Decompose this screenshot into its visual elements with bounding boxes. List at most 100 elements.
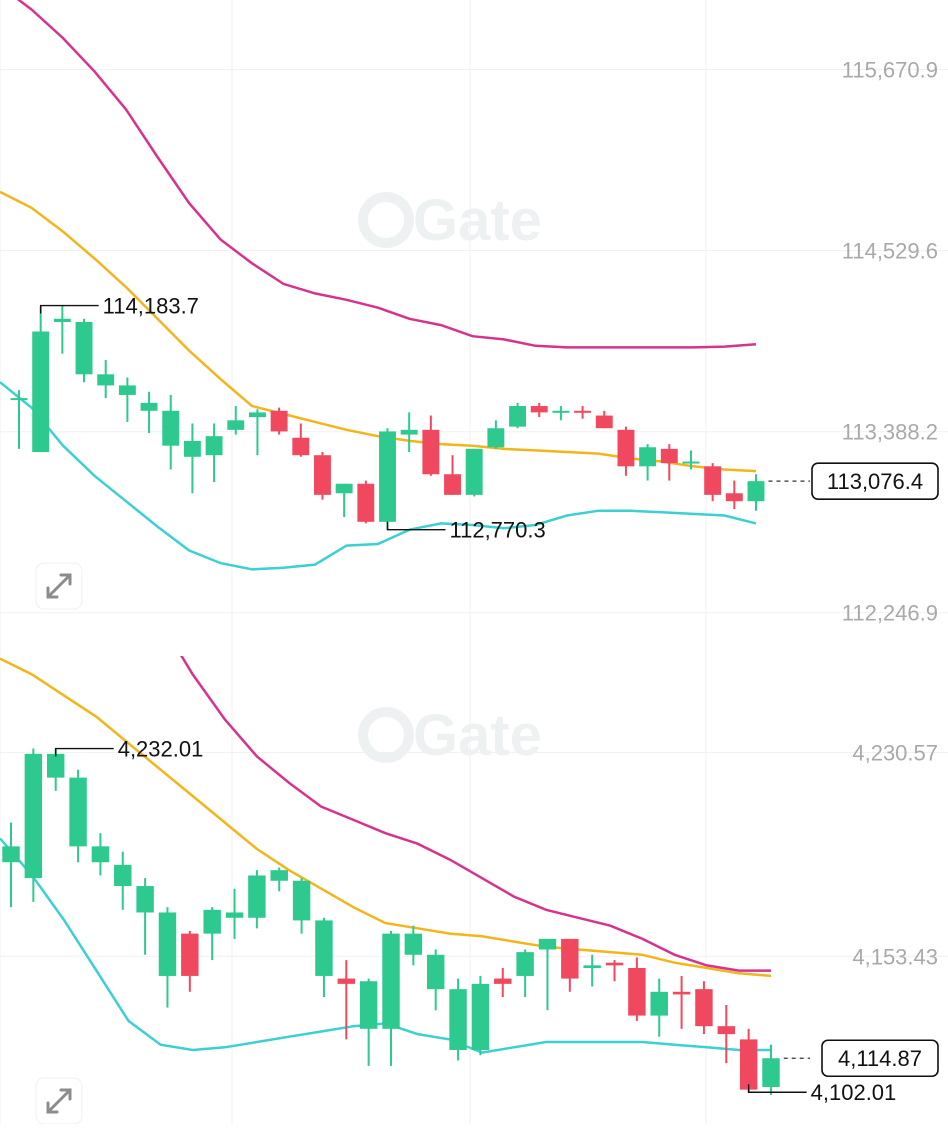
candle-up: [471, 975, 490, 1056]
candle-body: [75, 321, 93, 375]
ui-layer: [35, 562, 83, 1125]
candle-body: [426, 954, 445, 990]
candle-down: [530, 402, 548, 418]
candle-body: [335, 483, 353, 494]
candle-body: [24, 753, 43, 879]
expand-arrows-icon: [46, 573, 72, 599]
candle-up: [747, 474, 765, 511]
candle-body: [650, 991, 668, 1016]
candle-body: [10, 398, 28, 401]
candle-up: [53, 305, 71, 354]
candle-body: [136, 886, 154, 913]
gate-logo-icon: [358, 192, 414, 248]
candle-body: [704, 466, 722, 495]
last-price-tag: 4,114.87: [783, 1039, 939, 1078]
gate-logo-watermark: Gate: [358, 703, 542, 768]
candle-up: [335, 483, 353, 518]
candle-body: [97, 374, 115, 386]
callout-text: 114,183.7: [103, 294, 199, 319]
candle-body: [382, 933, 400, 1029]
candle-body: [181, 933, 199, 976]
candle-body: [53, 318, 71, 322]
candle-body: [444, 474, 461, 495]
candles: [10, 305, 765, 530]
candle-body: [292, 880, 311, 921]
candle-body: [672, 991, 691, 995]
candle-up: [359, 978, 378, 1066]
candle-up: [516, 949, 534, 998]
candle-up: [91, 833, 110, 876]
callout-leader: [386, 521, 446, 531]
candle-up: [509, 402, 527, 429]
candle-body: [605, 962, 624, 966]
expand-button[interactable]: [35, 562, 83, 610]
middle-band-line: [0, 657, 772, 978]
candle-down: [314, 452, 331, 500]
candle-body: [337, 978, 356, 984]
low-price-callout: 112,770.3: [386, 518, 546, 543]
high-price-callout: 114,183.7: [39, 294, 199, 319]
candle-up: [538, 938, 557, 1011]
candle-up: [225, 888, 244, 939]
candle-body: [118, 385, 136, 395]
candle-up: [32, 306, 50, 453]
candle-up: [205, 423, 223, 483]
candle-body: [140, 402, 158, 411]
candle-down: [270, 407, 288, 435]
candle-down: [595, 410, 613, 429]
candle-body: [739, 1039, 758, 1090]
last-price-text: 4,114.87: [838, 1046, 922, 1071]
candle-down: [660, 444, 678, 481]
gate-logo-icon: [358, 707, 414, 763]
candle-body: [114, 864, 132, 887]
candle-body: [494, 978, 512, 984]
candle-body: [359, 981, 378, 1029]
candle-body: [516, 952, 534, 976]
candle-down: [494, 968, 512, 998]
expand-button[interactable]: [35, 1077, 83, 1125]
bands-layer: [0, 0, 772, 1054]
candle-body: [561, 938, 579, 979]
candle-body: [225, 912, 244, 918]
candle-up: [203, 907, 221, 961]
candle-body: [574, 410, 592, 413]
last-price-box: [821, 1039, 939, 1078]
candle-body: [46, 753, 65, 778]
candle-up: [552, 406, 570, 421]
candle-up: [465, 448, 483, 497]
candle-body: [32, 331, 50, 453]
candles: [2, 748, 780, 1095]
candle-down: [574, 406, 592, 419]
candle-body: [404, 933, 423, 955]
candle-up: [183, 423, 201, 494]
candle-down: [628, 957, 646, 1021]
candle-body: [69, 777, 87, 847]
expand-arrow-ne: [59, 573, 72, 586]
candle-up: [10, 390, 28, 449]
candle-body: [270, 410, 288, 432]
candle-up: [650, 978, 668, 1037]
candle-body: [205, 436, 223, 456]
middle-band-line: [0, 190, 757, 473]
candle-up: [270, 867, 288, 892]
candle-down: [292, 423, 310, 457]
candle-body: [717, 1026, 736, 1035]
callout-text: 4,102.01: [811, 1080, 897, 1105]
candle-down: [704, 463, 722, 502]
candle-up: [97, 360, 115, 399]
y-tick-label: 112,246.9: [842, 601, 938, 626]
candle-up: [404, 925, 423, 966]
candle-up: [583, 954, 601, 987]
candles-layer: [2, 305, 780, 1095]
candle-body: [725, 493, 743, 502]
callout-text: 112,770.3: [450, 518, 546, 543]
y-tick-label: 114,529.6: [842, 239, 938, 264]
candle-body: [682, 461, 700, 464]
candle-up: [449, 978, 467, 1061]
candle-body: [639, 447, 657, 467]
candle-up: [114, 851, 132, 910]
high-price-callout: 4,232.01: [55, 737, 203, 762]
